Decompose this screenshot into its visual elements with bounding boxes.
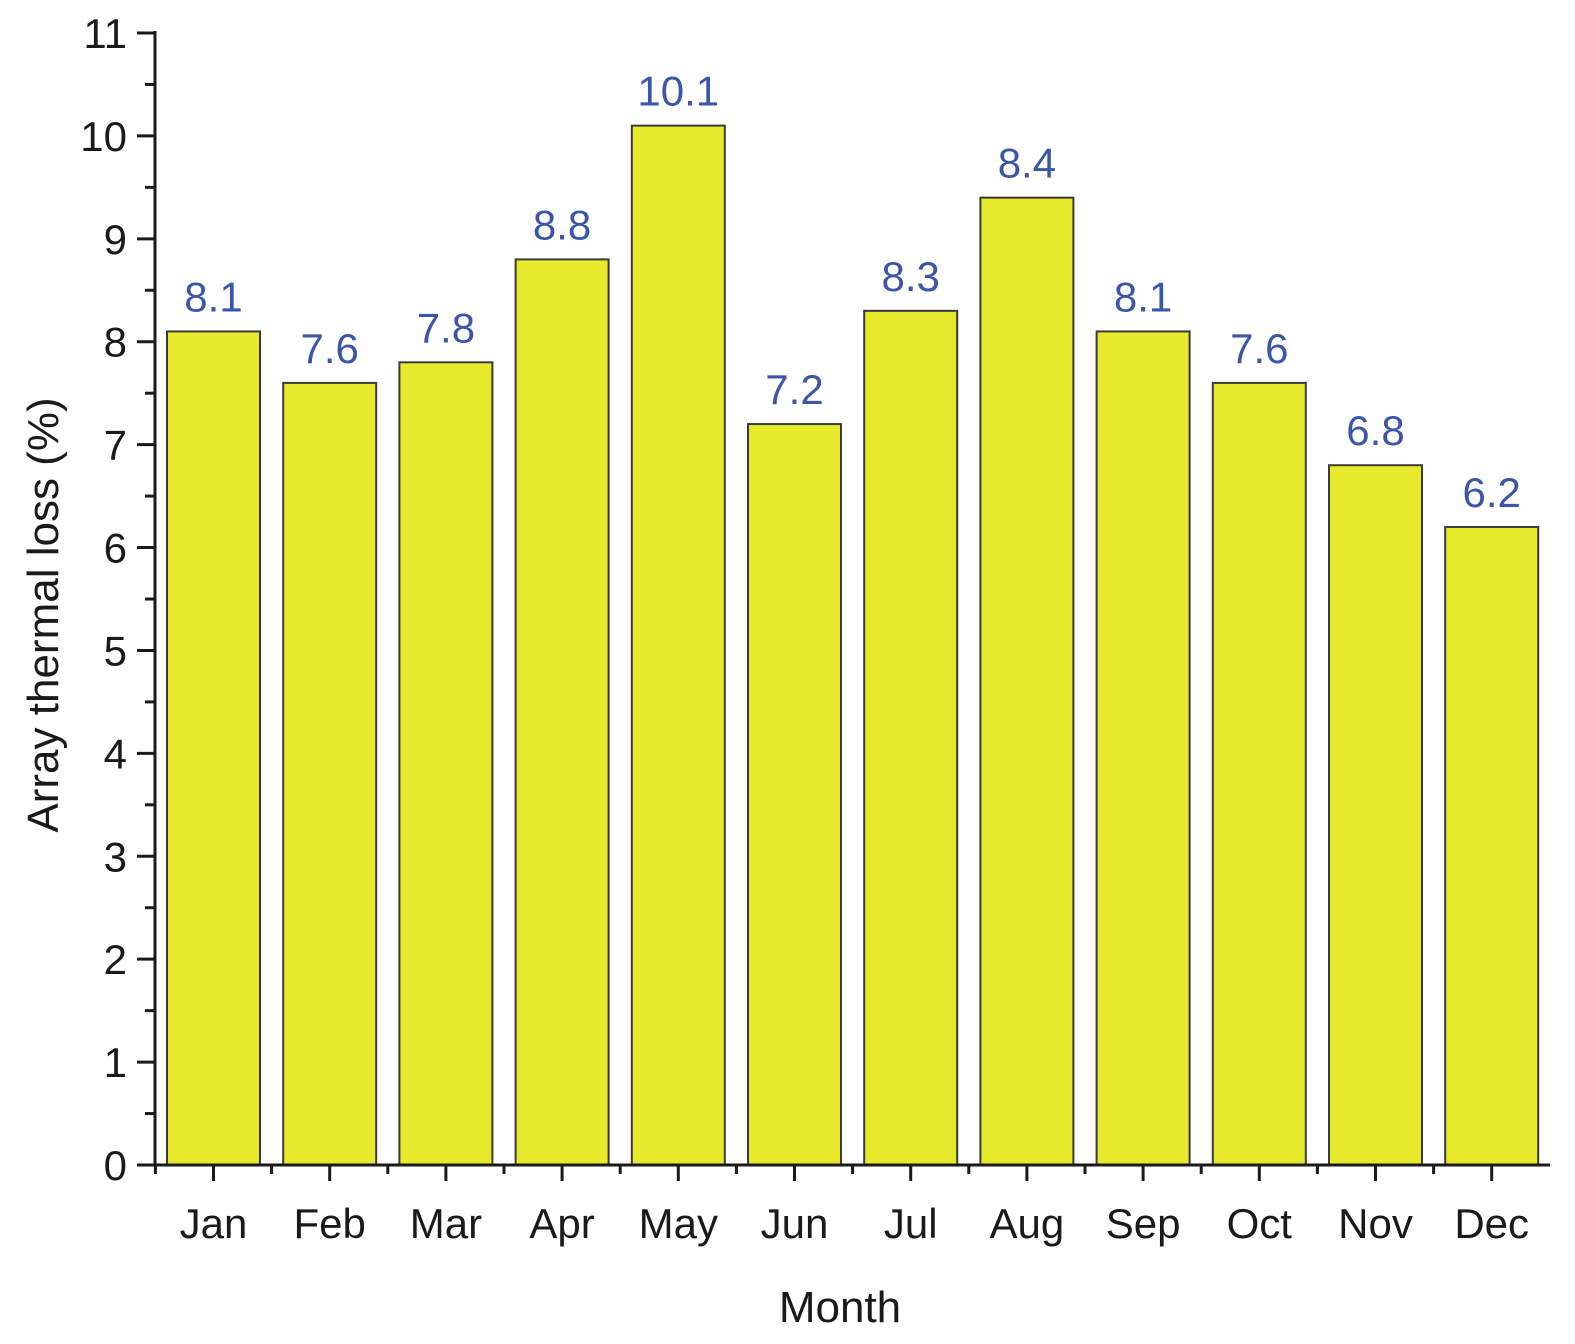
y-tick-label: 9 [104,216,127,263]
y-axis-label: Array thermal loss (%) [19,397,68,832]
y-tick-label: 0 [104,1142,127,1189]
bar-oct [1211,381,1307,1166]
x-tick-label-dec: Dec [1454,1200,1529,1247]
data-label-feb: 7.6 [301,325,359,372]
bar-may [630,124,726,1167]
x-tick-label-may: May [639,1200,718,1247]
y-tick-label: 6 [104,525,127,572]
y-tick-label: 4 [104,730,127,777]
y-tick-label: 11 [83,10,127,57]
data-label-jun: 7.2 [765,366,823,413]
x-tick-label-jul: Jul [884,1200,938,1247]
y-tick-label: 10 [80,113,127,160]
bar-nov [1328,464,1423,1166]
data-label-nov: 6.8 [1346,407,1404,454]
bar-jan [166,330,261,1167]
data-label-sep: 8.1 [1114,273,1172,320]
bars: 8.1 7.6 7.8 8.8 10.1 7.2 8.3 8.4 8.1 7.6 6.8 6.2 [166,68,1540,1167]
x-tick-label-mar: Mar [410,1200,482,1247]
data-label-jul: 8.3 [882,253,940,300]
data-label-oct: 7.6 [1230,325,1288,372]
x-tick-label-feb: Feb [294,1200,366,1247]
y-tick-label: 3 [104,833,127,880]
bar-dec [1444,525,1540,1166]
data-label-may: 10.1 [637,68,719,115]
bar-jul [863,309,959,1166]
x-axis-label: Month [779,1283,901,1332]
x-tick-label-jan: Jan [180,1200,248,1247]
bar-sep [1095,330,1191,1167]
data-label-aug: 8.4 [998,140,1056,187]
data-label-mar: 7.8 [417,304,475,351]
data-label-jan: 8.1 [184,273,242,320]
bar-aug [979,196,1075,1166]
y-tick-label: 5 [104,627,127,674]
x-tick-label-nov: Nov [1338,1200,1413,1247]
y-tick-label: 7 [104,422,127,469]
bar-feb [282,381,378,1166]
x-tick-label-aug: Aug [990,1200,1065,1247]
x-tick-label-sep: Sep [1106,1200,1181,1247]
bar-apr [514,258,610,1166]
x-tick-label-oct: Oct [1227,1200,1293,1247]
axes: Jan Feb Mar Apr May Jun Jul Aug Sep Oct Nov Dec 0 1 2 3… [80,10,1550,1247]
y-tick-label: 1 [104,1039,127,1086]
bar-mar [398,361,494,1166]
x-tick-label-apr: Apr [529,1200,594,1247]
y-tick-label: 2 [104,936,127,983]
x-tick-label-jun: Jun [761,1200,829,1247]
data-label-dec: 6.2 [1463,469,1521,516]
data-label-apr: 8.8 [533,201,591,248]
y-tick-label: 8 [104,319,127,366]
bar-jun [747,423,842,1166]
